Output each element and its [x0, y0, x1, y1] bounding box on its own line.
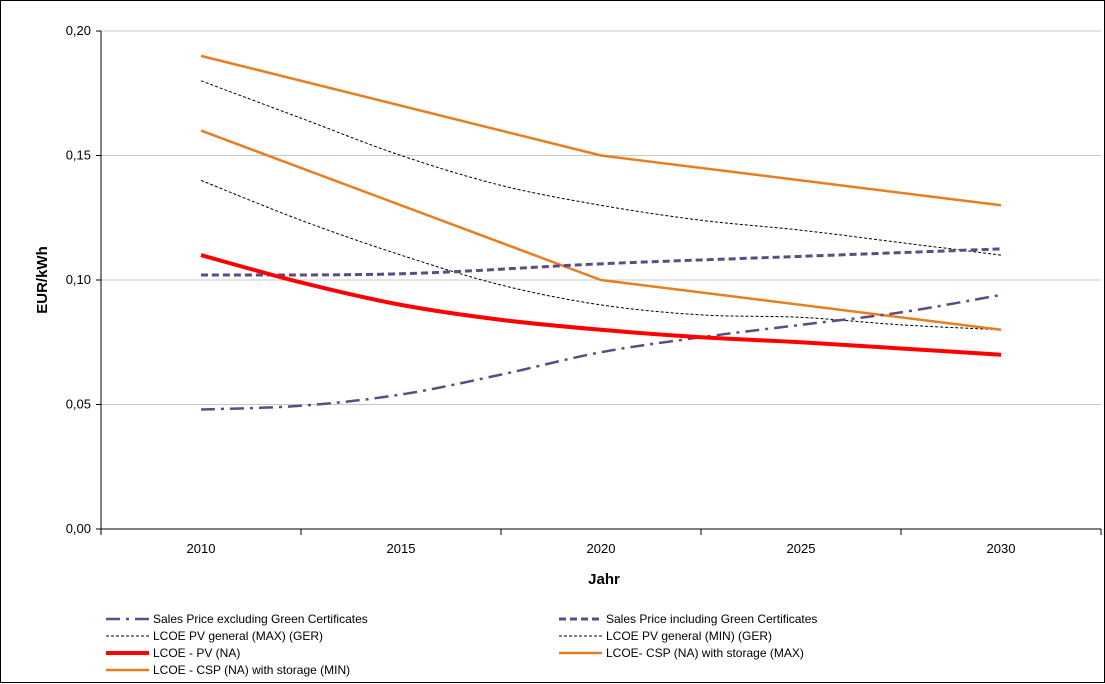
x-tick-label: 2010	[187, 541, 216, 556]
y-tick-label: 0,00	[66, 521, 91, 536]
series-line-2	[200, 247, 1002, 277]
x-tick-label: 2015	[387, 541, 416, 556]
legend-label: Sales Price including Green Certificates	[606, 612, 817, 626]
legend: Sales Price excluding Green Certificates…	[106, 612, 817, 677]
grid-layer	[101, 30, 1101, 405]
y-axis-title: EUR/kWh	[34, 246, 51, 314]
legend-label: LCOE- CSP (NA) with storage (MAX)	[606, 646, 804, 660]
series-line-7	[200, 129, 1002, 332]
y-tick-label: 0,05	[66, 397, 91, 412]
x-tick-label: 2030	[987, 541, 1016, 556]
axis-layer: 0,00 0,05 0,10 0,15 0,20 2010 2015 2020 2025 2030	[66, 23, 1102, 556]
series-line-3	[200, 80, 1002, 256]
legend-label: LCOE PV general (MIN) (GER)	[606, 629, 772, 643]
series-line-5	[200, 253, 1002, 357]
series-layer	[200, 54, 1002, 411]
y-tick-label: 0,15	[66, 148, 91, 163]
x-tick-label: 2025	[787, 541, 816, 556]
y-tick-label: 0,10	[66, 272, 91, 287]
y-tick-label: 0,20	[66, 23, 91, 38]
series-line-4	[200, 179, 1002, 331]
legend-label: LCOE - CSP (NA) with storage (MIN)	[153, 663, 350, 677]
legend-label: LCOE - PV (NA)	[153, 646, 240, 660]
x-tick-label: 2020	[587, 541, 616, 556]
legend-label: LCOE PV general (MAX) (GER)	[153, 629, 323, 643]
series-line-1	[200, 293, 1002, 411]
series-line-6	[200, 54, 1002, 207]
x-axis-title: Jahr	[588, 571, 620, 588]
legend-label: Sales Price excluding Green Certificates	[153, 612, 368, 626]
